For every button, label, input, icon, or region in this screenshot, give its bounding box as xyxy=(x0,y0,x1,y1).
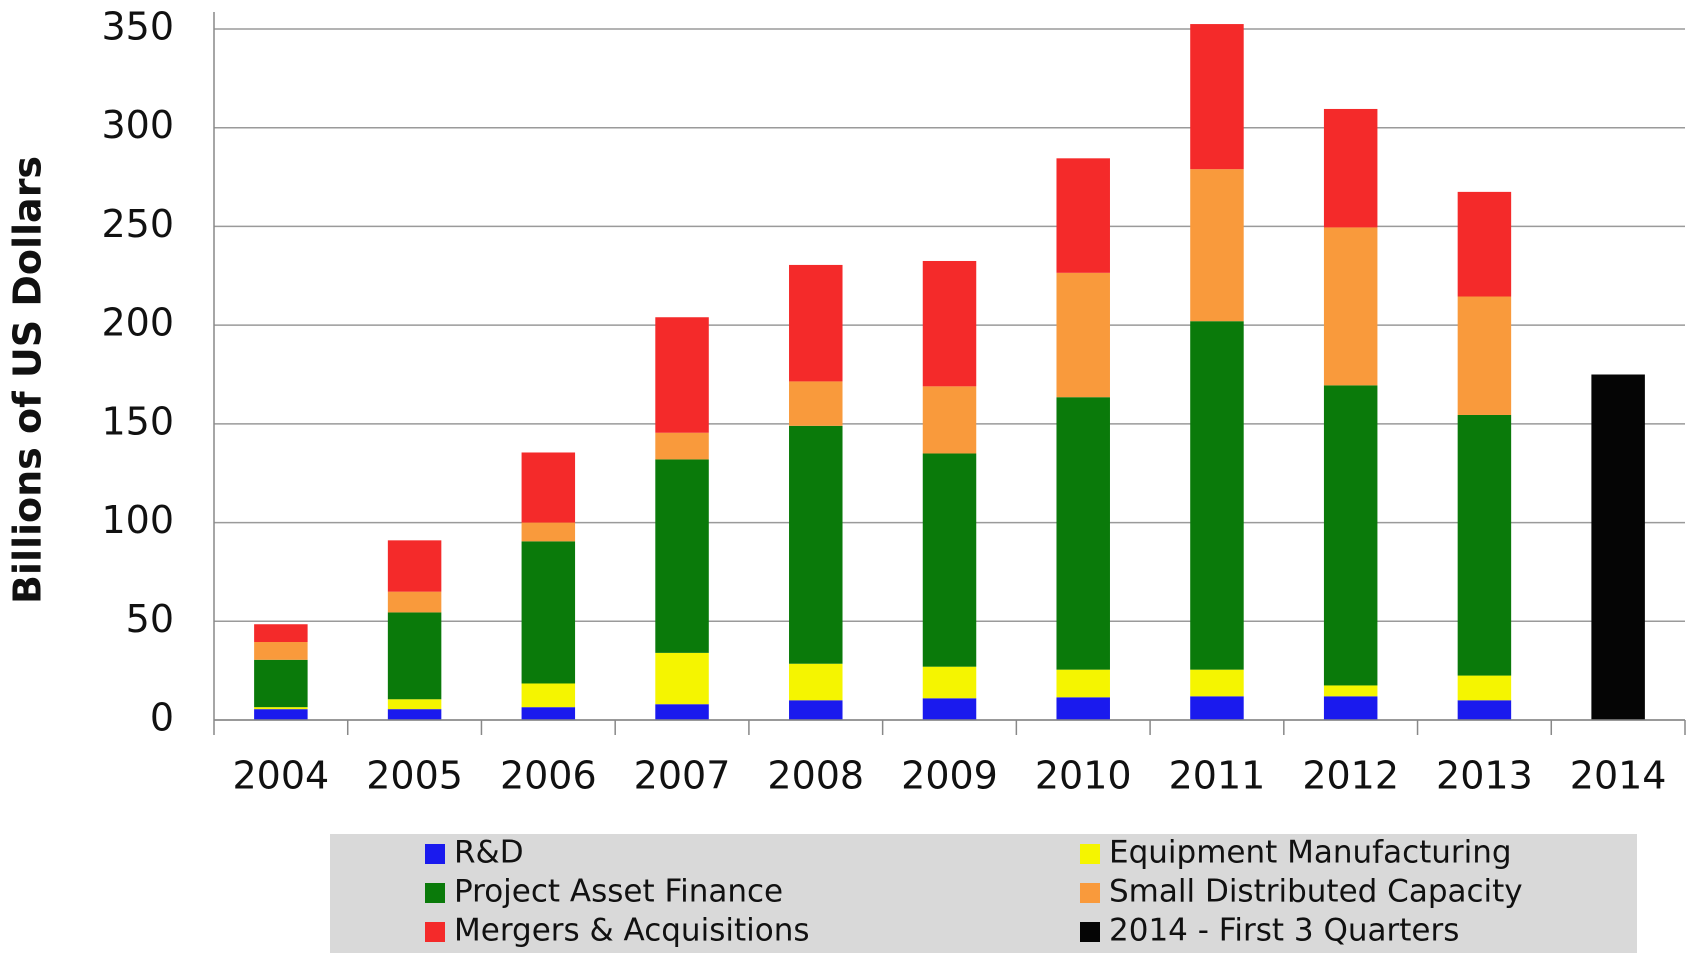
bar-segment xyxy=(521,707,576,720)
bar-segment xyxy=(1056,669,1110,698)
bar-segment xyxy=(1323,385,1378,686)
bar-segment xyxy=(254,707,308,710)
bar-segment xyxy=(655,459,709,653)
legend-label: Small Distributed Capacity xyxy=(1109,874,1523,910)
bar-segment xyxy=(655,432,709,460)
bar-segment xyxy=(1056,158,1110,273)
bar-segment xyxy=(789,700,843,720)
x-tick-label: 2008 xyxy=(767,754,864,798)
bar-segment xyxy=(1323,108,1378,228)
legend-swatch xyxy=(425,844,445,864)
bar-segment xyxy=(789,264,843,382)
bar-segment xyxy=(789,381,843,426)
x-tick-label: 2005 xyxy=(366,754,463,798)
x-tick-label: 2009 xyxy=(901,754,998,798)
legend-label: 2014 - First 3 Quarters xyxy=(1109,913,1459,949)
bar-segment xyxy=(655,704,709,720)
legend-label: R&D xyxy=(454,835,524,871)
x-tick-label: 2004 xyxy=(233,754,330,798)
bar-segment xyxy=(387,591,442,613)
bar-segment xyxy=(922,666,977,699)
bar-segment xyxy=(789,425,843,664)
bar-segment xyxy=(254,709,308,720)
bar-segment xyxy=(1457,675,1512,701)
bar-segment xyxy=(1323,696,1378,720)
x-tick-label: 2012 xyxy=(1302,754,1399,798)
bar-segment xyxy=(655,652,709,705)
bar-segment xyxy=(655,317,709,433)
bar-segment xyxy=(922,698,977,720)
legend-swatch xyxy=(425,883,445,903)
legend-box xyxy=(330,834,1637,953)
bar-segment xyxy=(1457,296,1512,415)
y-tick-label: 350 xyxy=(101,5,174,49)
bar-segment xyxy=(387,540,442,592)
bar-segment xyxy=(789,663,843,701)
bar-segment xyxy=(922,453,977,667)
legend-swatch xyxy=(1080,883,1100,903)
y-tick-label: 300 xyxy=(101,103,174,147)
bar-segment xyxy=(387,612,442,700)
bar-segment xyxy=(922,260,977,387)
legend-swatch xyxy=(425,922,445,942)
x-tick-label: 2006 xyxy=(500,754,597,798)
bar-segment xyxy=(521,683,576,708)
bar-segment xyxy=(1190,669,1244,697)
bar-segment xyxy=(922,386,977,454)
bar-segment xyxy=(1457,700,1512,720)
y-tick-label: 250 xyxy=(101,202,174,246)
bar-segment xyxy=(387,699,442,710)
y-tick-label: 100 xyxy=(101,498,174,542)
y-axis-title: Billions of US Dollars xyxy=(6,156,50,604)
bar-segment xyxy=(1457,414,1512,676)
bar-segment xyxy=(254,624,308,643)
legend-swatch xyxy=(1080,844,1100,864)
bar-segment xyxy=(1190,169,1244,322)
x-tick-label: 2010 xyxy=(1035,754,1132,798)
bar-segment xyxy=(387,709,442,720)
y-tick-label: 50 xyxy=(126,597,174,641)
y-tick-label: 200 xyxy=(101,301,174,345)
bar-segment xyxy=(254,659,308,708)
legend-swatch xyxy=(1080,922,1100,942)
legend-label: Project Asset Finance xyxy=(454,874,783,910)
bar-segment xyxy=(1457,191,1512,297)
bar-segment xyxy=(521,522,576,542)
x-tick-label: 2011 xyxy=(1169,754,1266,798)
bar-segment xyxy=(521,452,576,523)
bar-segment xyxy=(521,541,576,684)
y-tick-label: 150 xyxy=(101,399,174,443)
x-tick-label: 2013 xyxy=(1436,754,1533,798)
y-tick-label: 0 xyxy=(150,696,174,740)
bar-segment xyxy=(1323,227,1378,386)
bar-segment xyxy=(1190,24,1244,170)
bar-segment xyxy=(254,642,308,660)
bar-segment xyxy=(1056,272,1110,398)
x-tick-label: 2014 xyxy=(1570,754,1667,798)
x-tick-label: 2007 xyxy=(634,754,731,798)
legend-label: Equipment Manufacturing xyxy=(1109,835,1512,871)
legend-label: Mergers & Acquisitions xyxy=(454,913,810,949)
bar-segment xyxy=(1056,397,1110,670)
bar-segment xyxy=(1190,696,1244,720)
bar-segment xyxy=(1323,685,1378,697)
bar-segment xyxy=(1190,321,1244,670)
bar-segment xyxy=(1056,697,1110,720)
bar-segment xyxy=(1591,374,1645,720)
